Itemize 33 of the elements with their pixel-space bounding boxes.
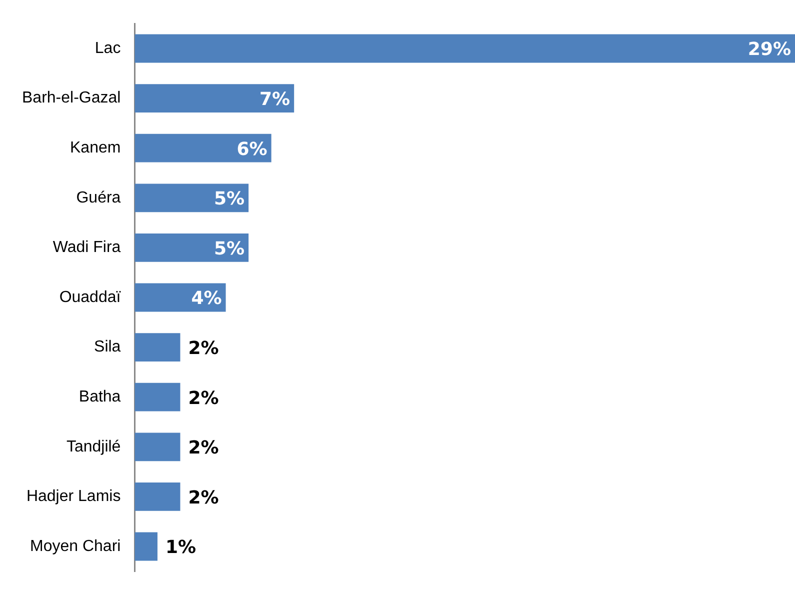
y-tick-label: Moyen Chari (30, 538, 121, 555)
bar (134, 134, 272, 162)
data-label: 2% (188, 338, 219, 359)
bar (134, 34, 795, 63)
data-label: 5% (214, 238, 245, 260)
bar (134, 84, 294, 112)
bar (134, 432, 180, 462)
data-label: 29% (748, 39, 791, 60)
y-tick-label: Hadjer Lamis (26, 488, 121, 506)
y-tick-label: Ouaddaï (59, 288, 122, 306)
data-label: 4% (191, 288, 222, 310)
data-label: 5% (214, 188, 245, 210)
y-tick-label: Sila (94, 338, 121, 356)
y-tick-label: Lac (94, 40, 121, 57)
bar (134, 184, 249, 212)
data-label: 2% (188, 438, 219, 459)
data-label: 7% (260, 88, 290, 110)
y-tick-label: Guéra (76, 189, 121, 206)
data-label: 1% (165, 537, 196, 558)
y-tick-label: Tandjilé (66, 438, 121, 456)
y-tick-label: Batha (78, 388, 121, 406)
bar (134, 532, 158, 561)
bar (134, 333, 180, 362)
y-tick-label: Barh-el-Gazal (22, 90, 121, 107)
data-label: 2% (188, 388, 219, 409)
data-label: 6% (236, 138, 268, 160)
bar (134, 482, 180, 511)
bar (134, 283, 226, 312)
y-tick-label: Kanem (70, 140, 121, 157)
bar (134, 234, 249, 262)
data-label: 2% (188, 487, 219, 508)
bar (134, 382, 180, 412)
y-tick-label: Wadi Fira (52, 239, 121, 256)
